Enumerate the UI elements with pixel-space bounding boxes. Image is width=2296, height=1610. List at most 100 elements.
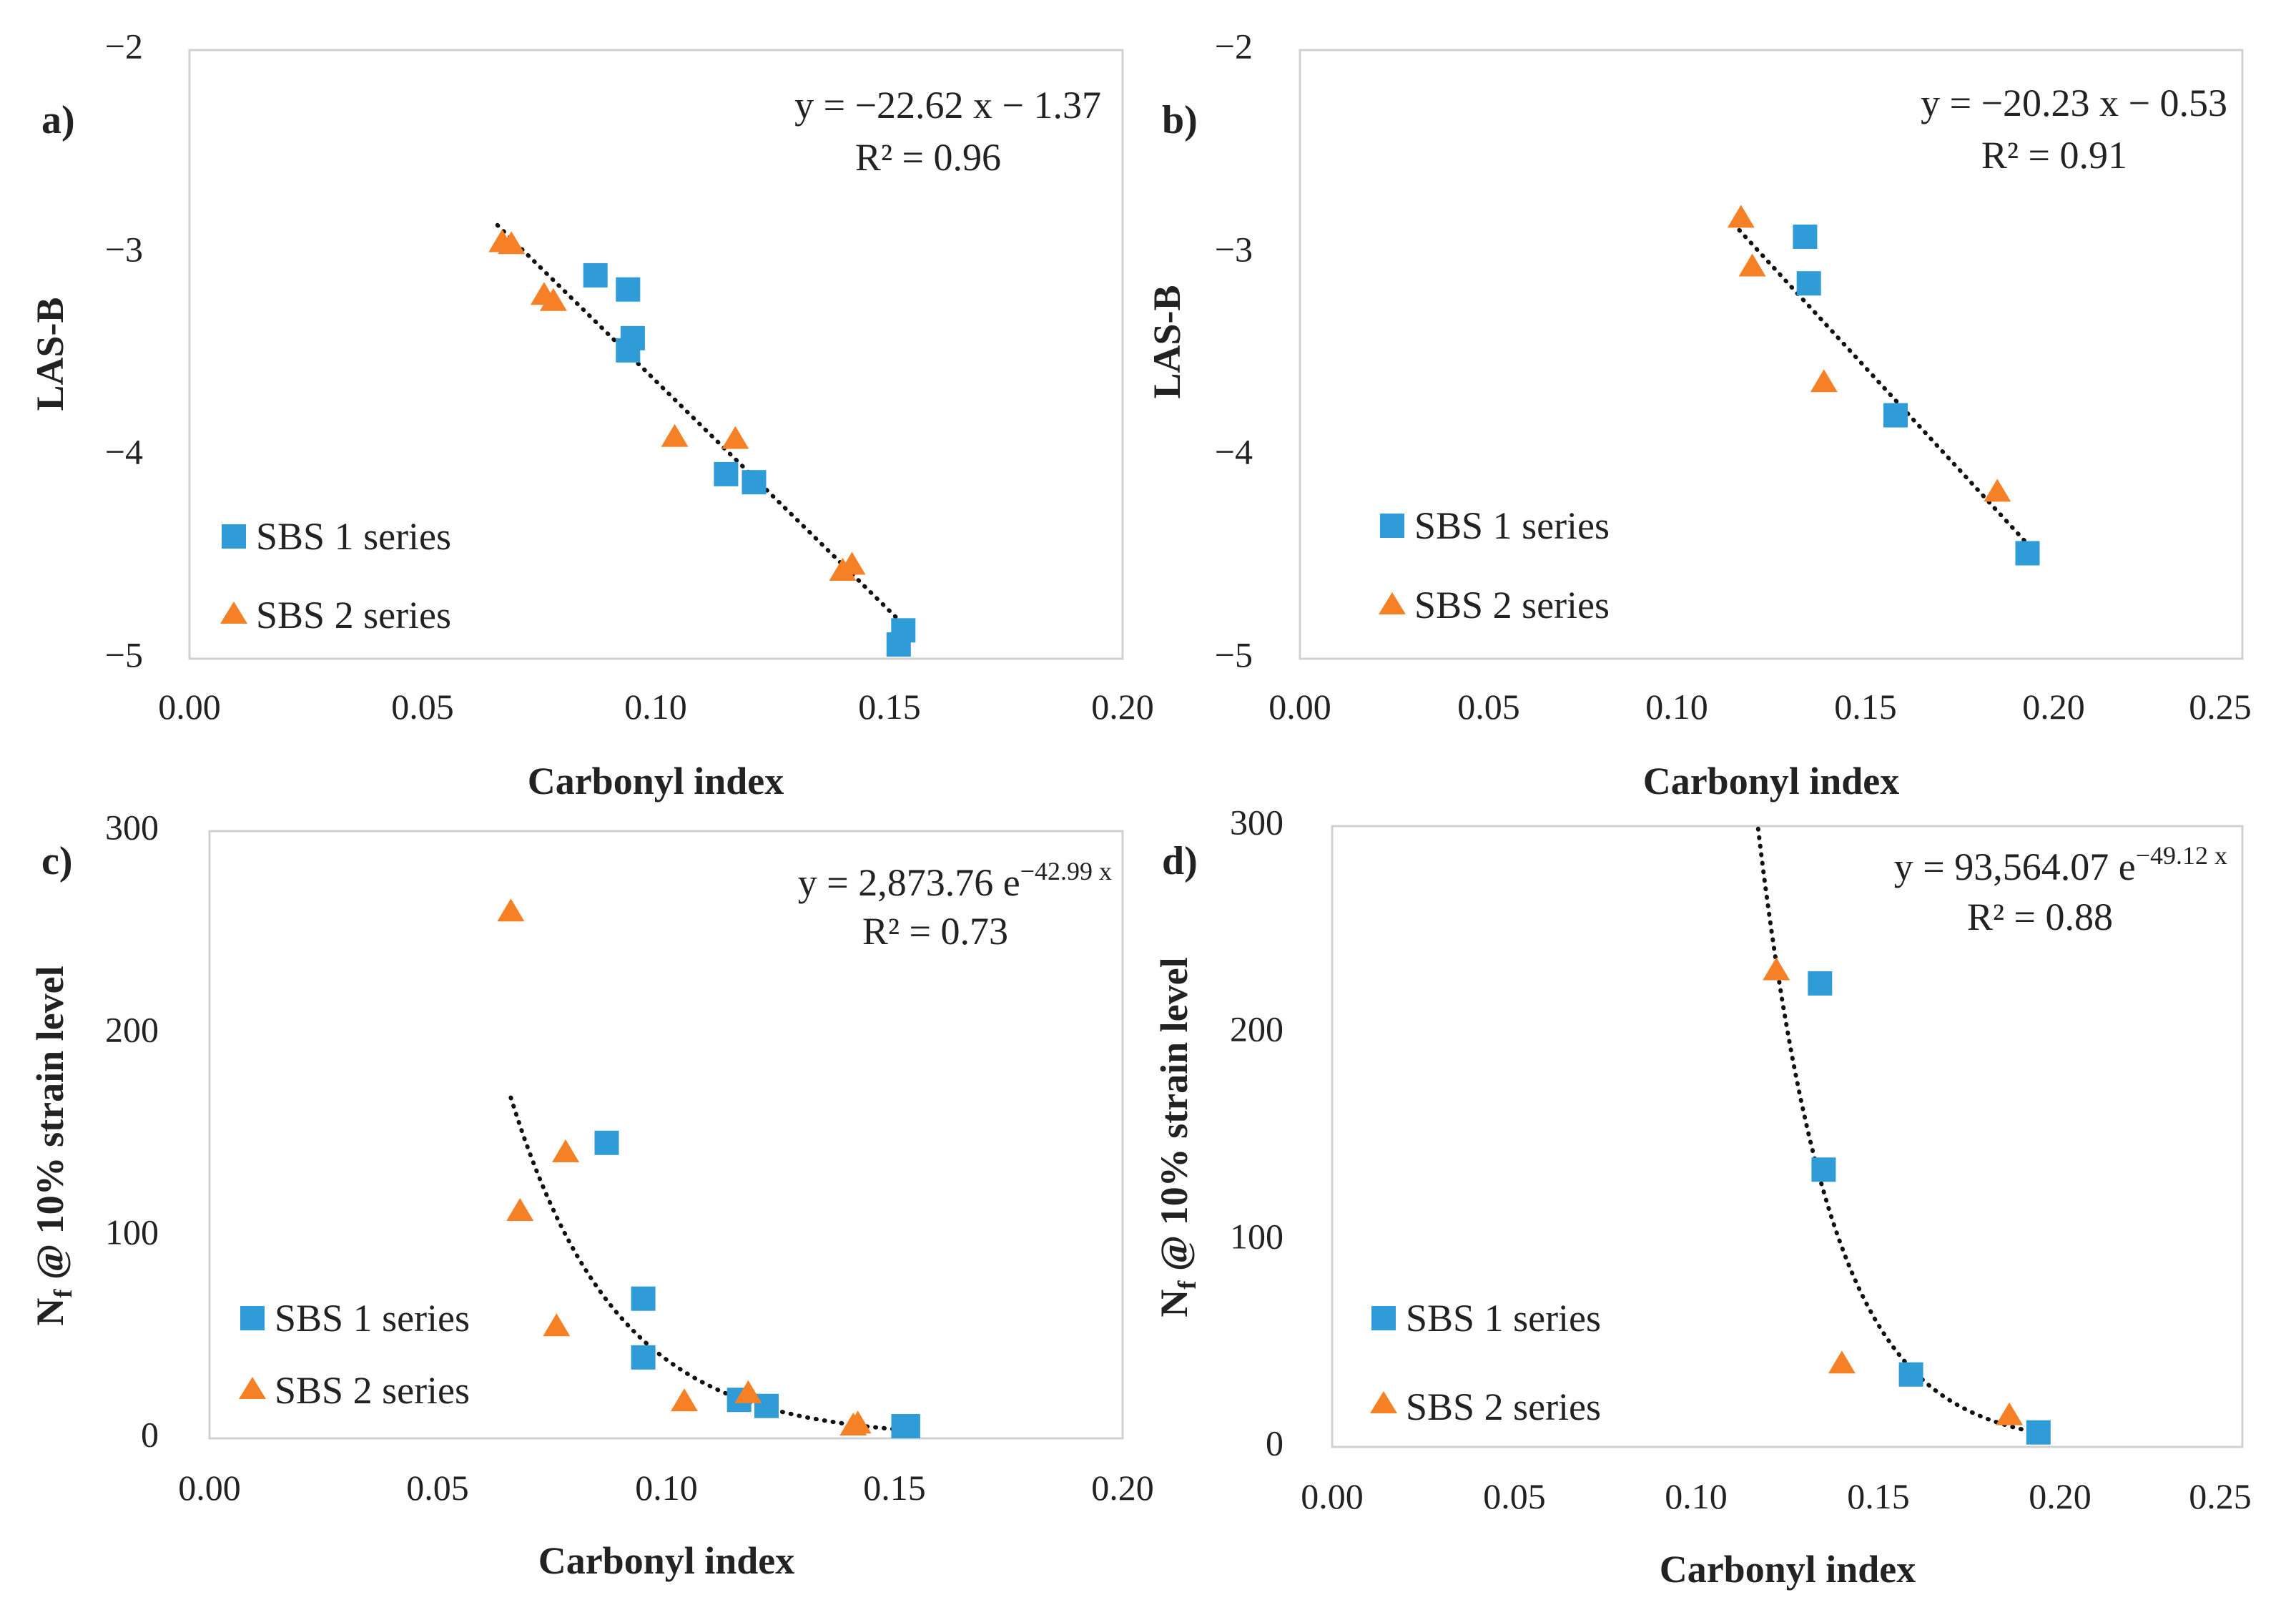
panel-d-equation: y = 93,564.07 e−49.12 x — [1894, 841, 2227, 888]
panel-b-equation: y = −20.23 x − 0.53 — [1921, 82, 2227, 124]
data-point-square — [583, 262, 608, 288]
data-point-triangle — [497, 898, 525, 922]
y-axis-title-main: N — [1153, 1290, 1196, 1317]
panel-a-y-tick-labels: −5 −4 −3 −2 — [105, 26, 143, 674]
data-point-square — [631, 1286, 656, 1311]
y-axis-title-main: N — [29, 1298, 72, 1326]
panel-d-plot-frame — [1331, 825, 2244, 1448]
trendline-curve — [508, 1095, 910, 1433]
data-point-triangle — [844, 1410, 872, 1434]
panel-a-label: a) — [41, 98, 75, 142]
legend-triangle-icon — [1370, 1391, 1397, 1413]
x-tick-label: 0.15 — [858, 687, 921, 727]
data-point-triangle — [506, 1198, 534, 1221]
x-tick-label: 0.25 — [2189, 687, 2252, 727]
y-tick-label: −5 — [105, 634, 143, 674]
panel-d-trendline — [1755, 826, 2037, 1435]
y-tick-label: −2 — [1215, 26, 1253, 66]
panel-d-y-tick-labels: 0 100 200 300 — [1230, 802, 1284, 1463]
panel-d-x-tick-labels: 0.00 0.05 0.10 0.15 0.20 0.25 — [1301, 1476, 2252, 1516]
data-point-square — [594, 1130, 619, 1155]
data-point-triangle — [539, 288, 567, 311]
x-tick-label: 0.05 — [1483, 1476, 1546, 1516]
legend-label: SBS 1 series — [275, 1297, 470, 1340]
data-point-square — [891, 1414, 916, 1438]
panel-b-data-points — [1727, 205, 2040, 566]
y-axis-title-sub: f — [1173, 1280, 1201, 1290]
x-tick-label: 0.20 — [1091, 1468, 1154, 1508]
data-point-triangle — [543, 1313, 571, 1337]
x-tick-label: 0.10 — [624, 687, 687, 727]
data-point-square — [2026, 1420, 2051, 1445]
panel-d-y-axis-title: Nf @ 10% strain level — [1153, 957, 1201, 1317]
legend-label: SBS 2 series — [1406, 1385, 1601, 1428]
x-tick-label: 0.05 — [406, 1468, 469, 1508]
panel-c-y-tick-labels: 0 100 200 300 — [105, 807, 159, 1454]
data-point-square — [631, 1345, 656, 1370]
equation-main: y = 93,564.07 e — [1894, 845, 2136, 888]
x-tick-label: 0.00 — [1301, 1476, 1364, 1516]
data-point-square — [1883, 403, 1908, 428]
legend-label: SBS 2 series — [256, 594, 451, 637]
panel-d-r-squared: R² = 0.88 — [1967, 895, 2113, 938]
data-point-triangle — [498, 231, 526, 255]
y-tick-label: 100 — [105, 1212, 159, 1252]
data-point-triangle — [734, 1380, 762, 1403]
panel-d-label: d) — [1162, 839, 1198, 883]
x-tick-label: 0.10 — [635, 1468, 698, 1508]
trendline-curve — [495, 222, 906, 627]
panel-c-r-squared: R² = 0.73 — [862, 910, 1008, 953]
data-point-triangle — [1828, 1350, 1856, 1374]
x-tick-label: 0.15 — [863, 1468, 926, 1508]
panel-a-x-tick-labels: 0.00 0.05 0.10 0.15 0.20 — [158, 687, 1154, 727]
panel-b-legend: SBS 1 series SBS 2 series — [1379, 504, 1610, 627]
panel-a-y-axis-title: LAS-B — [29, 297, 72, 411]
data-point-square — [2015, 541, 2040, 566]
panel-c-equation: y = 2,873.76 e−42.99 x — [798, 857, 1112, 904]
legend-square-icon — [240, 1306, 265, 1330]
panel-b-x-tick-labels: 0.00 0.05 0.10 0.15 0.20 0.25 — [1268, 687, 2252, 727]
panel-b-y-axis-title: LAS-B — [1145, 285, 1188, 398]
trendline-curve — [1731, 221, 2030, 546]
panel-b-y-tick-labels: −5 −4 −3 −2 — [1215, 26, 1253, 674]
data-point-square — [1808, 971, 1833, 996]
data-point-square — [1796, 271, 1821, 296]
data-point-triangle — [1763, 957, 1790, 981]
panel-c-y-axis-title: Nf @ 10% strain level — [29, 966, 77, 1325]
x-tick-label: 0.00 — [178, 1468, 241, 1508]
legend-label: SBS 2 series — [275, 1369, 470, 1412]
data-point-triangle — [1984, 478, 2011, 502]
data-point-triangle — [1810, 369, 1838, 393]
y-tick-label: 300 — [105, 807, 159, 847]
data-point-square — [616, 277, 641, 302]
x-tick-label: 0.15 — [1834, 687, 1897, 727]
data-point-square — [714, 461, 739, 486]
x-tick-label: 0.00 — [1268, 687, 1331, 727]
y-axis-title-rest: @ 10% strain level — [29, 966, 72, 1289]
data-point-triangle — [671, 1388, 698, 1412]
panel-a-legend: SBS 1 series SBS 2 series — [220, 515, 451, 637]
y-tick-label: 0 — [141, 1414, 159, 1454]
panel-b-plot-frame — [1299, 49, 2244, 660]
data-point-triangle — [1996, 1402, 2024, 1425]
x-tick-label: 0.20 — [2022, 687, 2085, 727]
y-tick-label: −5 — [1215, 634, 1253, 674]
data-point-triangle — [1727, 205, 1755, 228]
legend-triangle-icon — [1379, 592, 1406, 614]
x-tick-label: 0.05 — [1457, 687, 1520, 727]
data-point-square — [1898, 1362, 1923, 1387]
legend-label: SBS 1 series — [1406, 1297, 1601, 1340]
y-tick-label: 200 — [1230, 1008, 1284, 1049]
y-axis-title-sub: f — [49, 1289, 77, 1298]
x-tick-label: 0.15 — [1847, 1476, 1910, 1516]
data-point-square — [741, 470, 767, 495]
panel-a-x-axis-title: Carbonyl index — [528, 760, 784, 802]
data-point-square — [886, 632, 911, 657]
panel-a-r-squared: R² = 0.96 — [855, 136, 1001, 179]
x-tick-label: 0.05 — [391, 687, 454, 727]
x-tick-label: 0.00 — [158, 687, 221, 727]
legend-label: SBS 2 series — [1414, 584, 1610, 627]
legend-triangle-icon — [239, 1377, 266, 1399]
panel-c: c) 0 100 200 300 0.00 0.05 0.10 0.15 0.2… — [29, 807, 1154, 1582]
